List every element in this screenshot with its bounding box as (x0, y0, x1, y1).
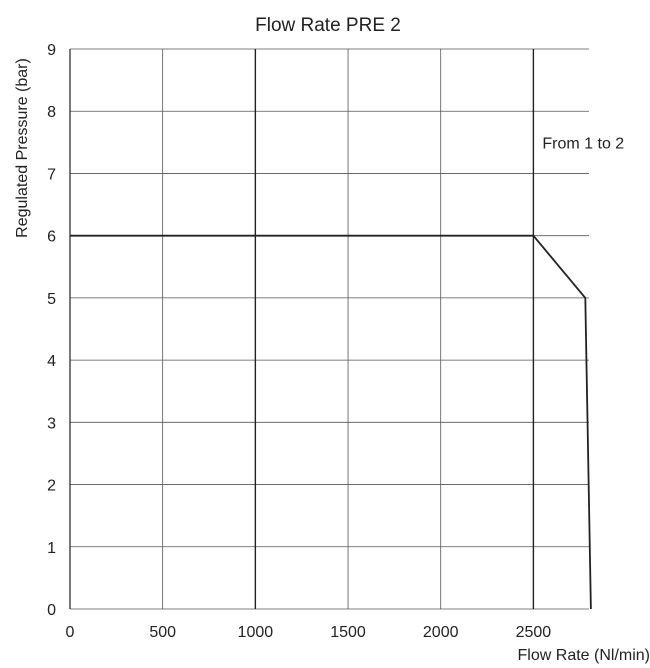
y-tick-label-1: 1 (47, 540, 56, 557)
y-tick-label-8: 8 (47, 104, 56, 121)
tick-labels: 0 1 2 3 4 5 6 7 8 9 0 500 1000 1500 2000 2500 (47, 42, 551, 641)
annotations: From 1 to 2 (542, 135, 624, 152)
chart-title: Flow Rate PRE 2 (255, 15, 401, 36)
x-tick-label-500: 500 (149, 624, 176, 641)
x-tick-label-2000: 2000 (423, 624, 459, 641)
y-tick-label-3: 3 (47, 415, 56, 432)
y-tick-label-6: 6 (47, 229, 56, 246)
x-tick-label-2500: 2500 (516, 624, 552, 641)
y-tick-label-4: 4 (47, 353, 56, 370)
series-lines (70, 234, 592, 610)
y-tick-label-2: 2 (47, 478, 56, 495)
y-tick-label-0: 0 (47, 602, 56, 619)
x-tick-label-0: 0 (66, 624, 75, 641)
annotation-label-0: From 1 to 2 (542, 135, 624, 152)
y-tick-label-5: 5 (47, 291, 56, 308)
x-tick-label-1500: 1500 (330, 624, 366, 641)
x-tick-label-1000: 1000 (238, 624, 274, 641)
y-axis-label: Regulated Pressure (bar) (14, 58, 31, 238)
y-tick-label-7: 7 (47, 166, 56, 183)
series-line-0 (70, 234, 592, 610)
grid (69, 48, 589, 610)
x-axis-label: Flow Rate (Nl/min) (518, 647, 650, 664)
y-tick-label-9: 9 (47, 42, 56, 59)
